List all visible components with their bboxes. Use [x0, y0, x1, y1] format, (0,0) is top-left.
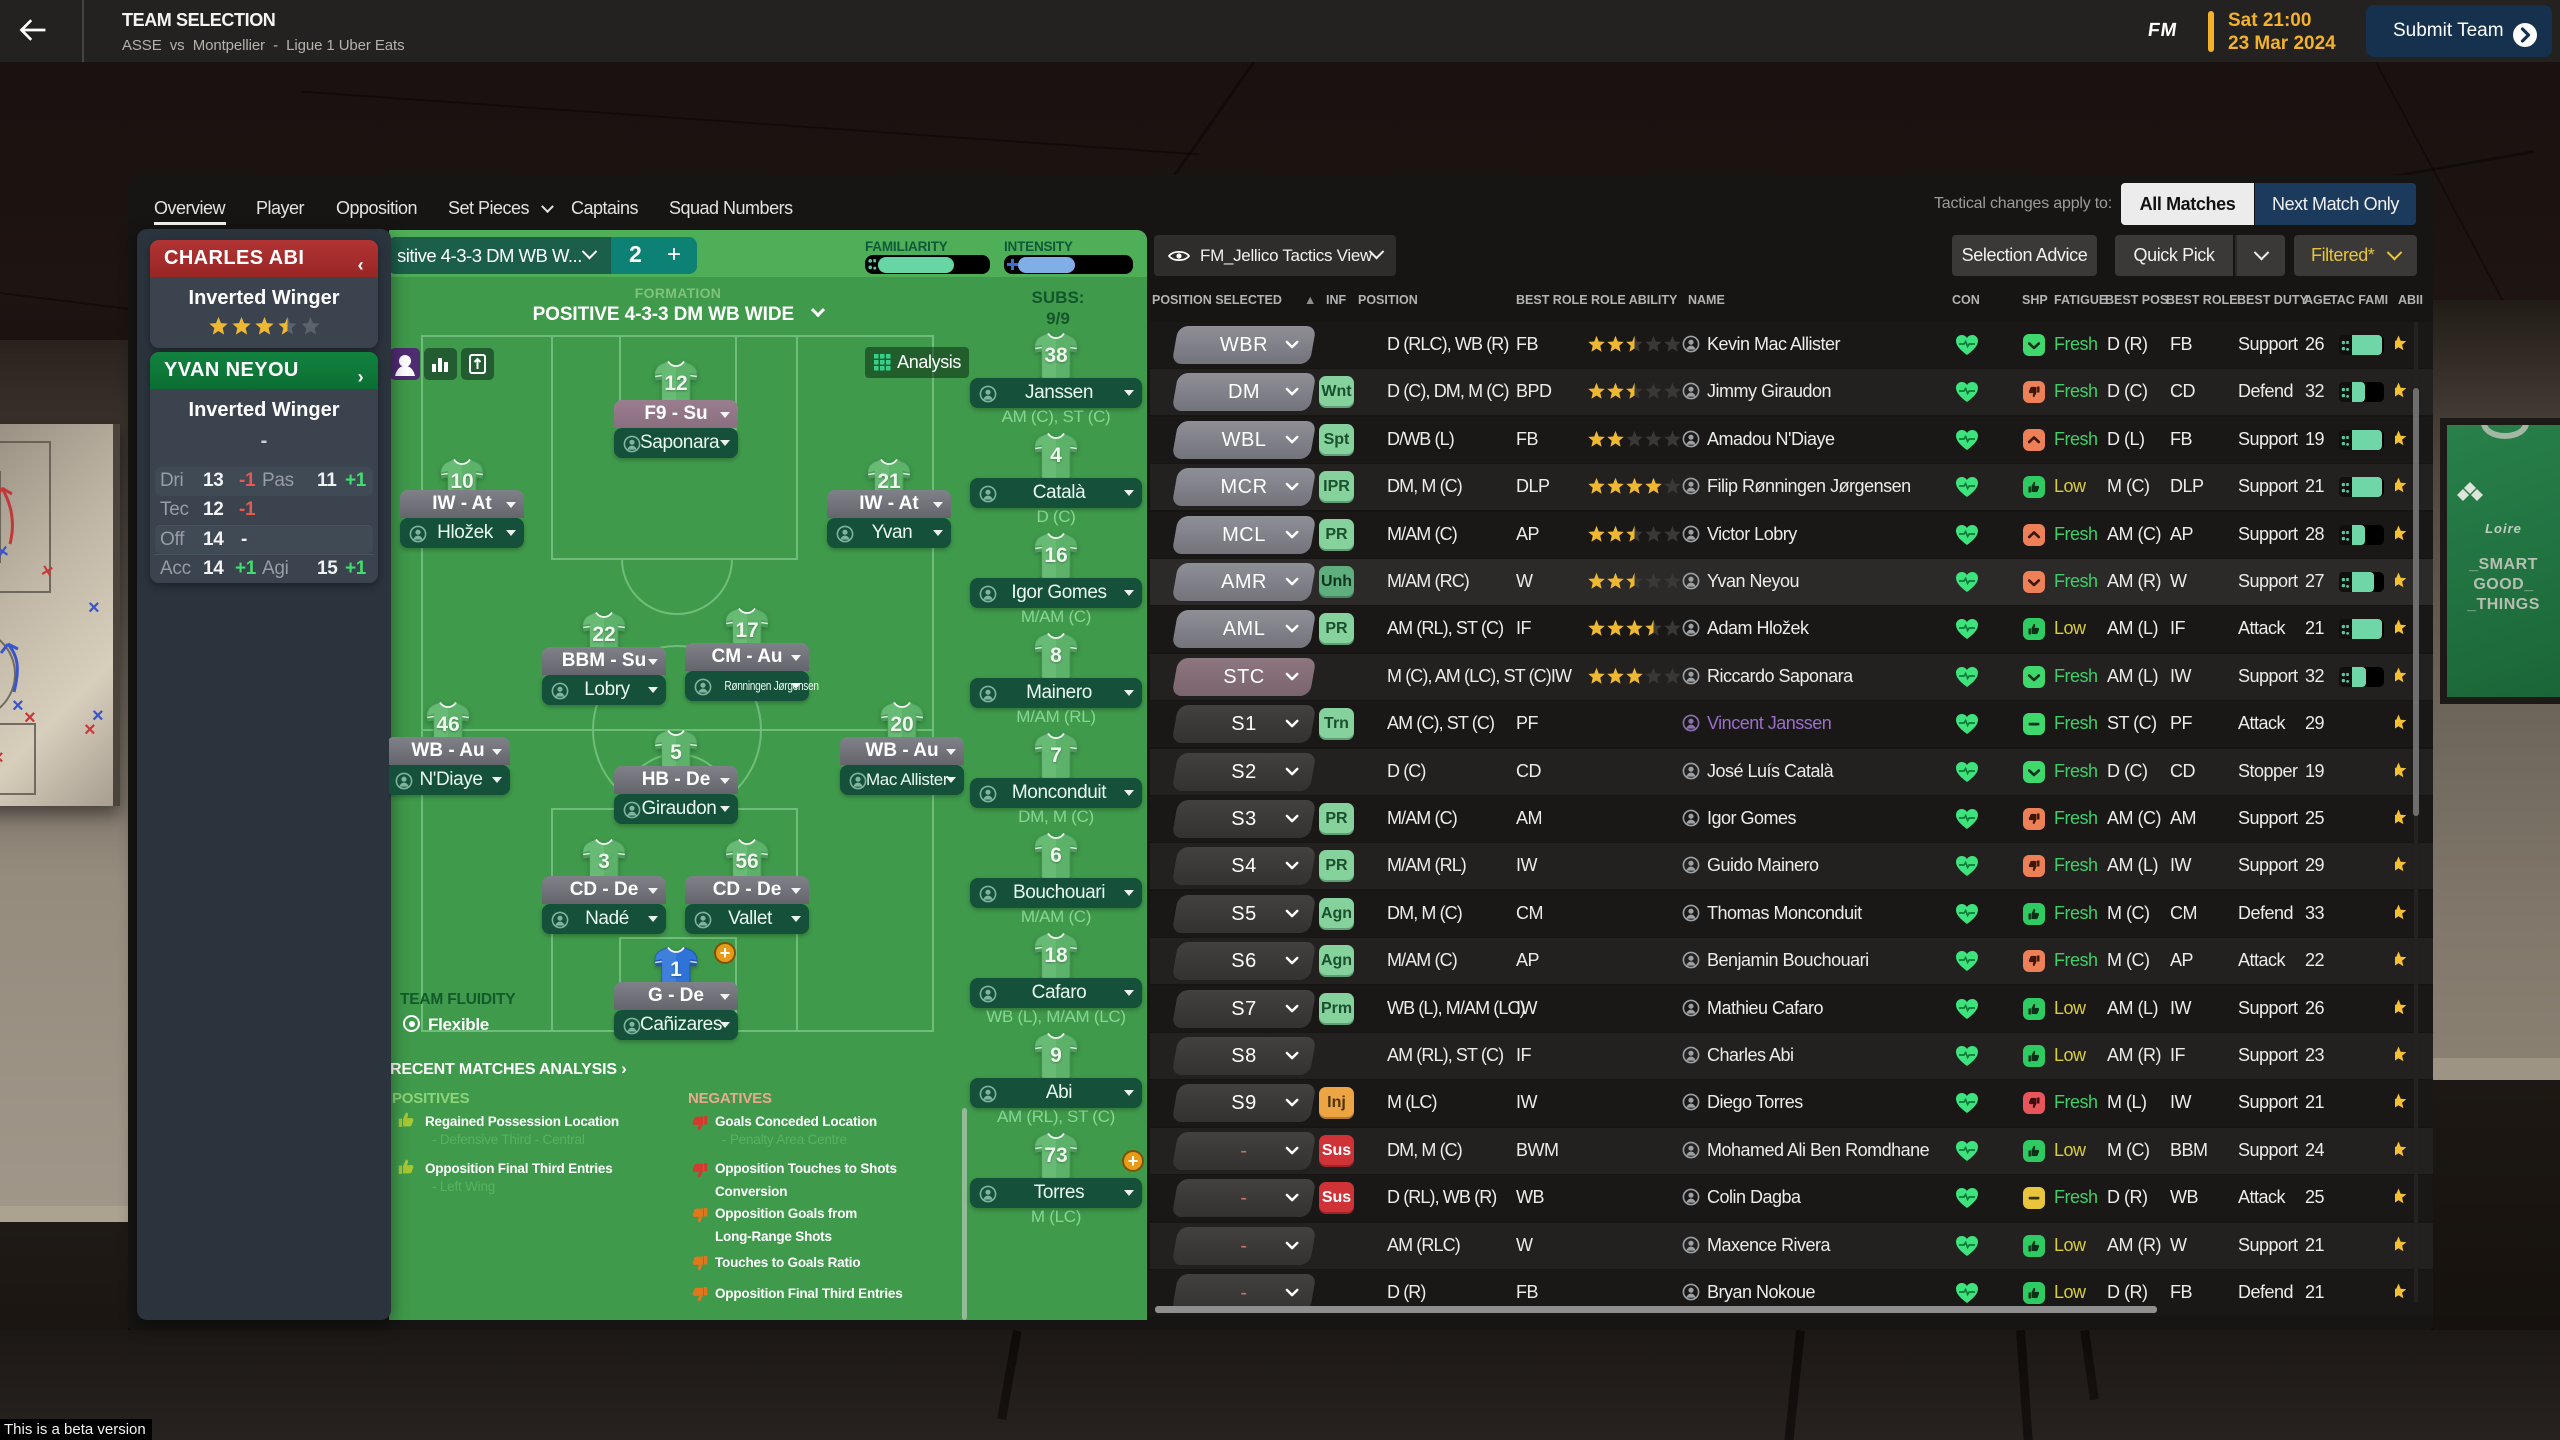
svg-text:×: × [39, 560, 56, 584]
svg-text:×: × [88, 597, 100, 619]
svg-text:×: × [0, 540, 10, 564]
svg-text:×: × [84, 719, 96, 741]
svg-text:×: × [24, 707, 36, 729]
svg-text:×: × [92, 705, 104, 727]
svg-text:×: × [12, 695, 24, 717]
svg-text:×: × [0, 747, 4, 769]
